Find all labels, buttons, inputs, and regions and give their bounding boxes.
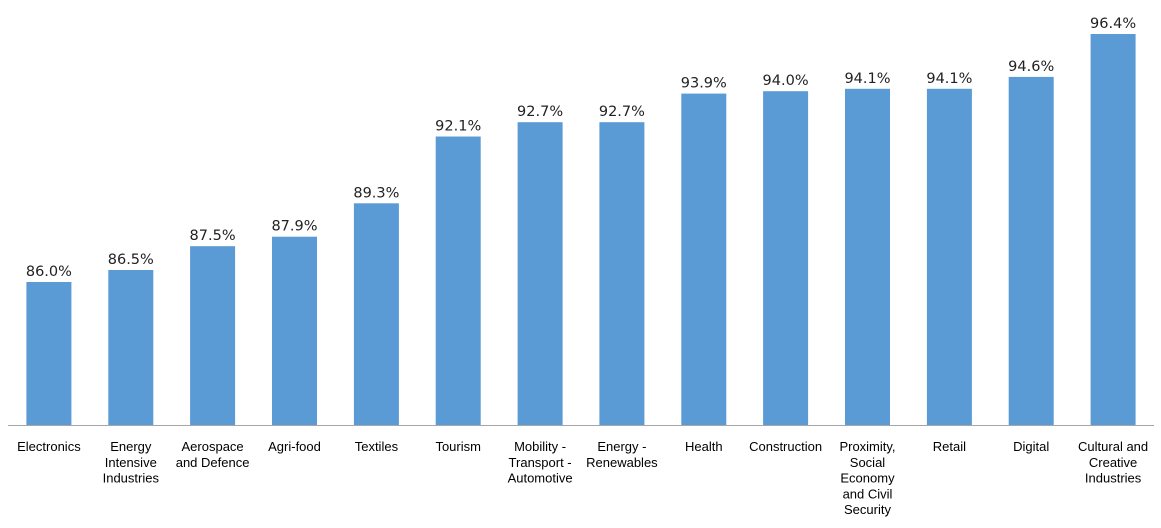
data-label-4: 89.3% xyxy=(353,185,399,201)
tick-label-line: Proximity, xyxy=(839,439,895,454)
bar-2 xyxy=(190,246,236,425)
tick-label-1: Energy Intensive Industries xyxy=(103,439,160,486)
tick-label-line: Security xyxy=(844,502,891,517)
bar-13 xyxy=(1090,34,1136,425)
tick-label-line: Transport - xyxy=(509,455,572,470)
bar-3 xyxy=(272,236,317,425)
tick-label-line: Energy - xyxy=(597,439,646,454)
tick-label-line: Textiles xyxy=(355,439,399,454)
tick-label-0: Electronics xyxy=(17,439,81,454)
bar-7 xyxy=(599,122,645,425)
tick-label-8: Health xyxy=(685,439,723,454)
data-label-11: 94.1% xyxy=(926,71,972,87)
bar-11 xyxy=(926,88,972,426)
data-label-9: 94.0% xyxy=(763,73,809,89)
tick-label-line: and Defence xyxy=(176,455,250,470)
data-label-10: 94.1% xyxy=(844,71,890,87)
tick-label-3: Agri-food xyxy=(268,439,321,454)
tick-label-2: Aerospace and Defence xyxy=(176,439,250,470)
tick-label-line: Renewables xyxy=(586,455,658,470)
bar-10 xyxy=(845,88,890,426)
tick-label-line: Automotive xyxy=(508,471,573,486)
data-label-8: 93.9% xyxy=(681,76,727,92)
tick-label-line: Economy xyxy=(840,471,895,486)
tick-label-6: Mobility -Transport -Automotive xyxy=(508,439,573,486)
tick-label-line: Industries xyxy=(1085,471,1142,486)
tick-label-line: Social xyxy=(850,455,886,470)
tick-label-line: Industries xyxy=(103,471,160,486)
data-label-0: 86.0% xyxy=(26,264,72,280)
bar-5 xyxy=(435,136,481,425)
tick-label-line: Cultural and xyxy=(1078,439,1148,454)
tick-label-line: Health xyxy=(685,439,723,454)
data-label-13: 96.4% xyxy=(1090,16,1136,32)
bar-12 xyxy=(1008,76,1054,426)
data-label-3: 87.9% xyxy=(271,219,317,235)
tick-label-line: Intensive xyxy=(105,455,157,470)
tick-label-line: Retail xyxy=(933,439,966,454)
tick-label-line: and Civil xyxy=(843,486,893,501)
tick-label-13: Cultural and Creative Industries xyxy=(1078,439,1148,486)
tick-label-line: Construction xyxy=(749,439,822,454)
bar-9 xyxy=(763,91,809,425)
tick-label-4: Textiles xyxy=(355,439,399,454)
data-label-5: 92.1% xyxy=(435,119,481,135)
data-label-7: 92.7% xyxy=(599,104,645,120)
bar-8 xyxy=(681,93,727,425)
tick-label-5: Tourism xyxy=(435,439,481,454)
data-label-2: 87.5% xyxy=(190,228,236,244)
tick-label-line: Energy xyxy=(110,439,152,454)
data-label-6: 92.7% xyxy=(517,104,563,120)
data-label-12: 94.6% xyxy=(1008,59,1054,75)
tick-label-line: Aerospace xyxy=(182,439,244,454)
bar-4 xyxy=(353,203,399,425)
tick-label-line: Creative xyxy=(1089,455,1137,470)
tick-label-line: Electronics xyxy=(17,439,81,454)
tick-label-line: Digital xyxy=(1013,439,1049,454)
bar-6 xyxy=(517,122,563,425)
bar-0 xyxy=(26,282,72,425)
data-label-1: 86.5% xyxy=(108,252,154,268)
tick-label-7: Energy -Renewables xyxy=(586,439,658,470)
tick-label-11: Retail xyxy=(933,439,966,454)
tick-label-10: Proximity, Social Economy and Civil Security xyxy=(839,439,895,517)
tick-label-9: Construction xyxy=(749,439,822,454)
tick-label-line: Agri-food xyxy=(268,439,321,454)
tick-label-line: Tourism xyxy=(435,439,481,454)
tick-label-12: Digital xyxy=(1013,439,1049,454)
tick-label-line: Mobility - xyxy=(514,439,566,454)
bar-1 xyxy=(108,270,154,425)
